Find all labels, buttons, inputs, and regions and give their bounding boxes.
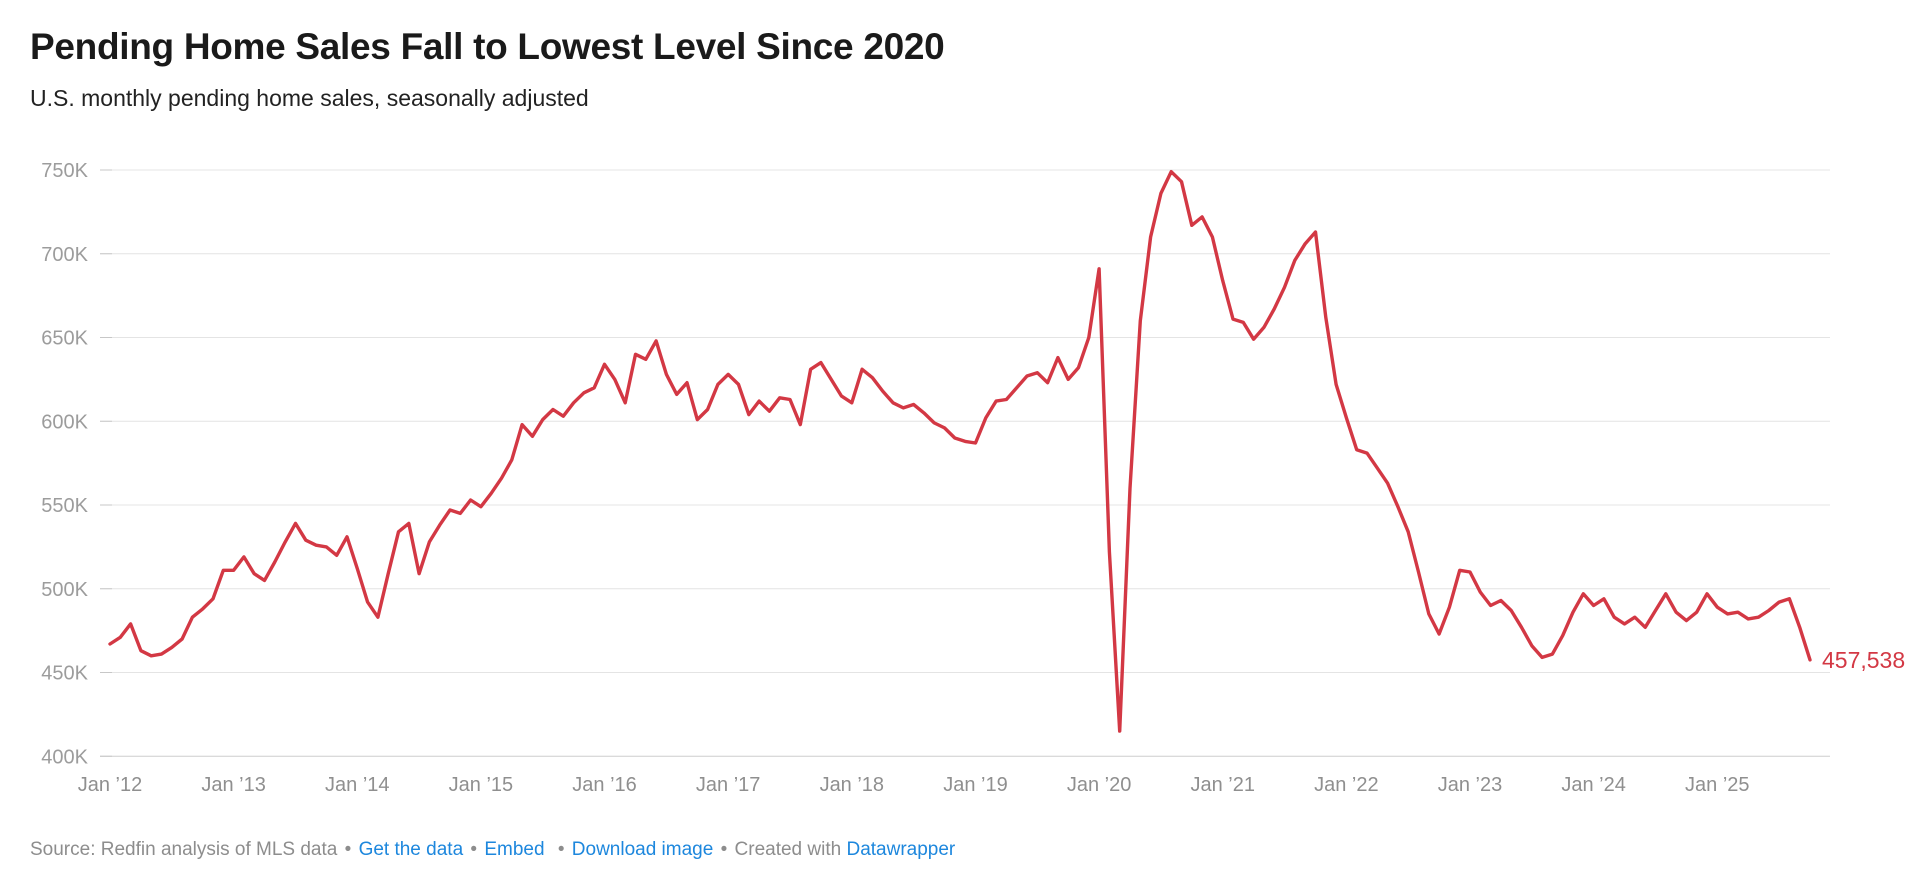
end-value-label: 457,538 <box>1822 647 1905 673</box>
chart-subtitle: U.S. monthly pending home sales, seasona… <box>30 85 589 111</box>
y-axis-label: 450K <box>41 663 88 685</box>
y-axis-label: 550K <box>41 495 88 517</box>
x-axis-label: Jan ’23 <box>1438 774 1503 796</box>
embed-link[interactable]: Embed <box>484 839 545 860</box>
download-image-link[interactable]: Download image <box>571 839 714 860</box>
x-axis-label: Jan ’16 <box>572 774 637 796</box>
source-prefix: Source: <box>30 839 101 860</box>
footer-separator: • <box>720 839 728 860</box>
footer-separator: • <box>557 839 565 860</box>
created-with-text: Created with <box>734 839 847 860</box>
x-axis-label: Jan ’17 <box>696 774 761 796</box>
x-axis-label: Jan ’19 <box>943 774 1008 796</box>
x-axis-label: Jan ’12 <box>78 774 143 796</box>
x-axis-label: Jan ’24 <box>1561 774 1626 796</box>
y-axis-label: 400K <box>41 746 88 768</box>
page-title: Pending Home Sales Fall to Lowest Level … <box>30 26 945 67</box>
x-axis-label: Jan ’20 <box>1067 774 1132 796</box>
x-axis-label: Jan ’14 <box>325 774 390 796</box>
footer-separator: • <box>344 839 352 860</box>
y-axis-label: 600K <box>41 411 88 433</box>
x-axis-label: Jan ’18 <box>820 774 885 796</box>
source-text: Redfin analysis of MLS data <box>100 839 338 860</box>
footer-separator: • <box>470 839 478 860</box>
x-axis-label: Jan ’21 <box>1190 774 1255 796</box>
y-axis-label: 750K <box>41 160 88 182</box>
chart-footer: Source: Redfin analysis of MLS data • Ge… <box>30 839 955 861</box>
y-axis-label: 650K <box>41 328 88 350</box>
x-axis-label: Jan ’22 <box>1314 774 1379 796</box>
get-the-data-link[interactable]: Get the data <box>358 839 464 860</box>
y-axis-label: 700K <box>41 244 88 266</box>
x-axis-label: Jan ’15 <box>449 774 514 796</box>
datawrapper-link[interactable]: Datawrapper <box>846 839 956 860</box>
y-axis-label: 500K <box>41 579 88 601</box>
sales-line <box>108 170 1812 733</box>
x-axis-label: Jan ’13 <box>201 774 266 796</box>
x-axis-label: Jan ’25 <box>1685 774 1750 796</box>
